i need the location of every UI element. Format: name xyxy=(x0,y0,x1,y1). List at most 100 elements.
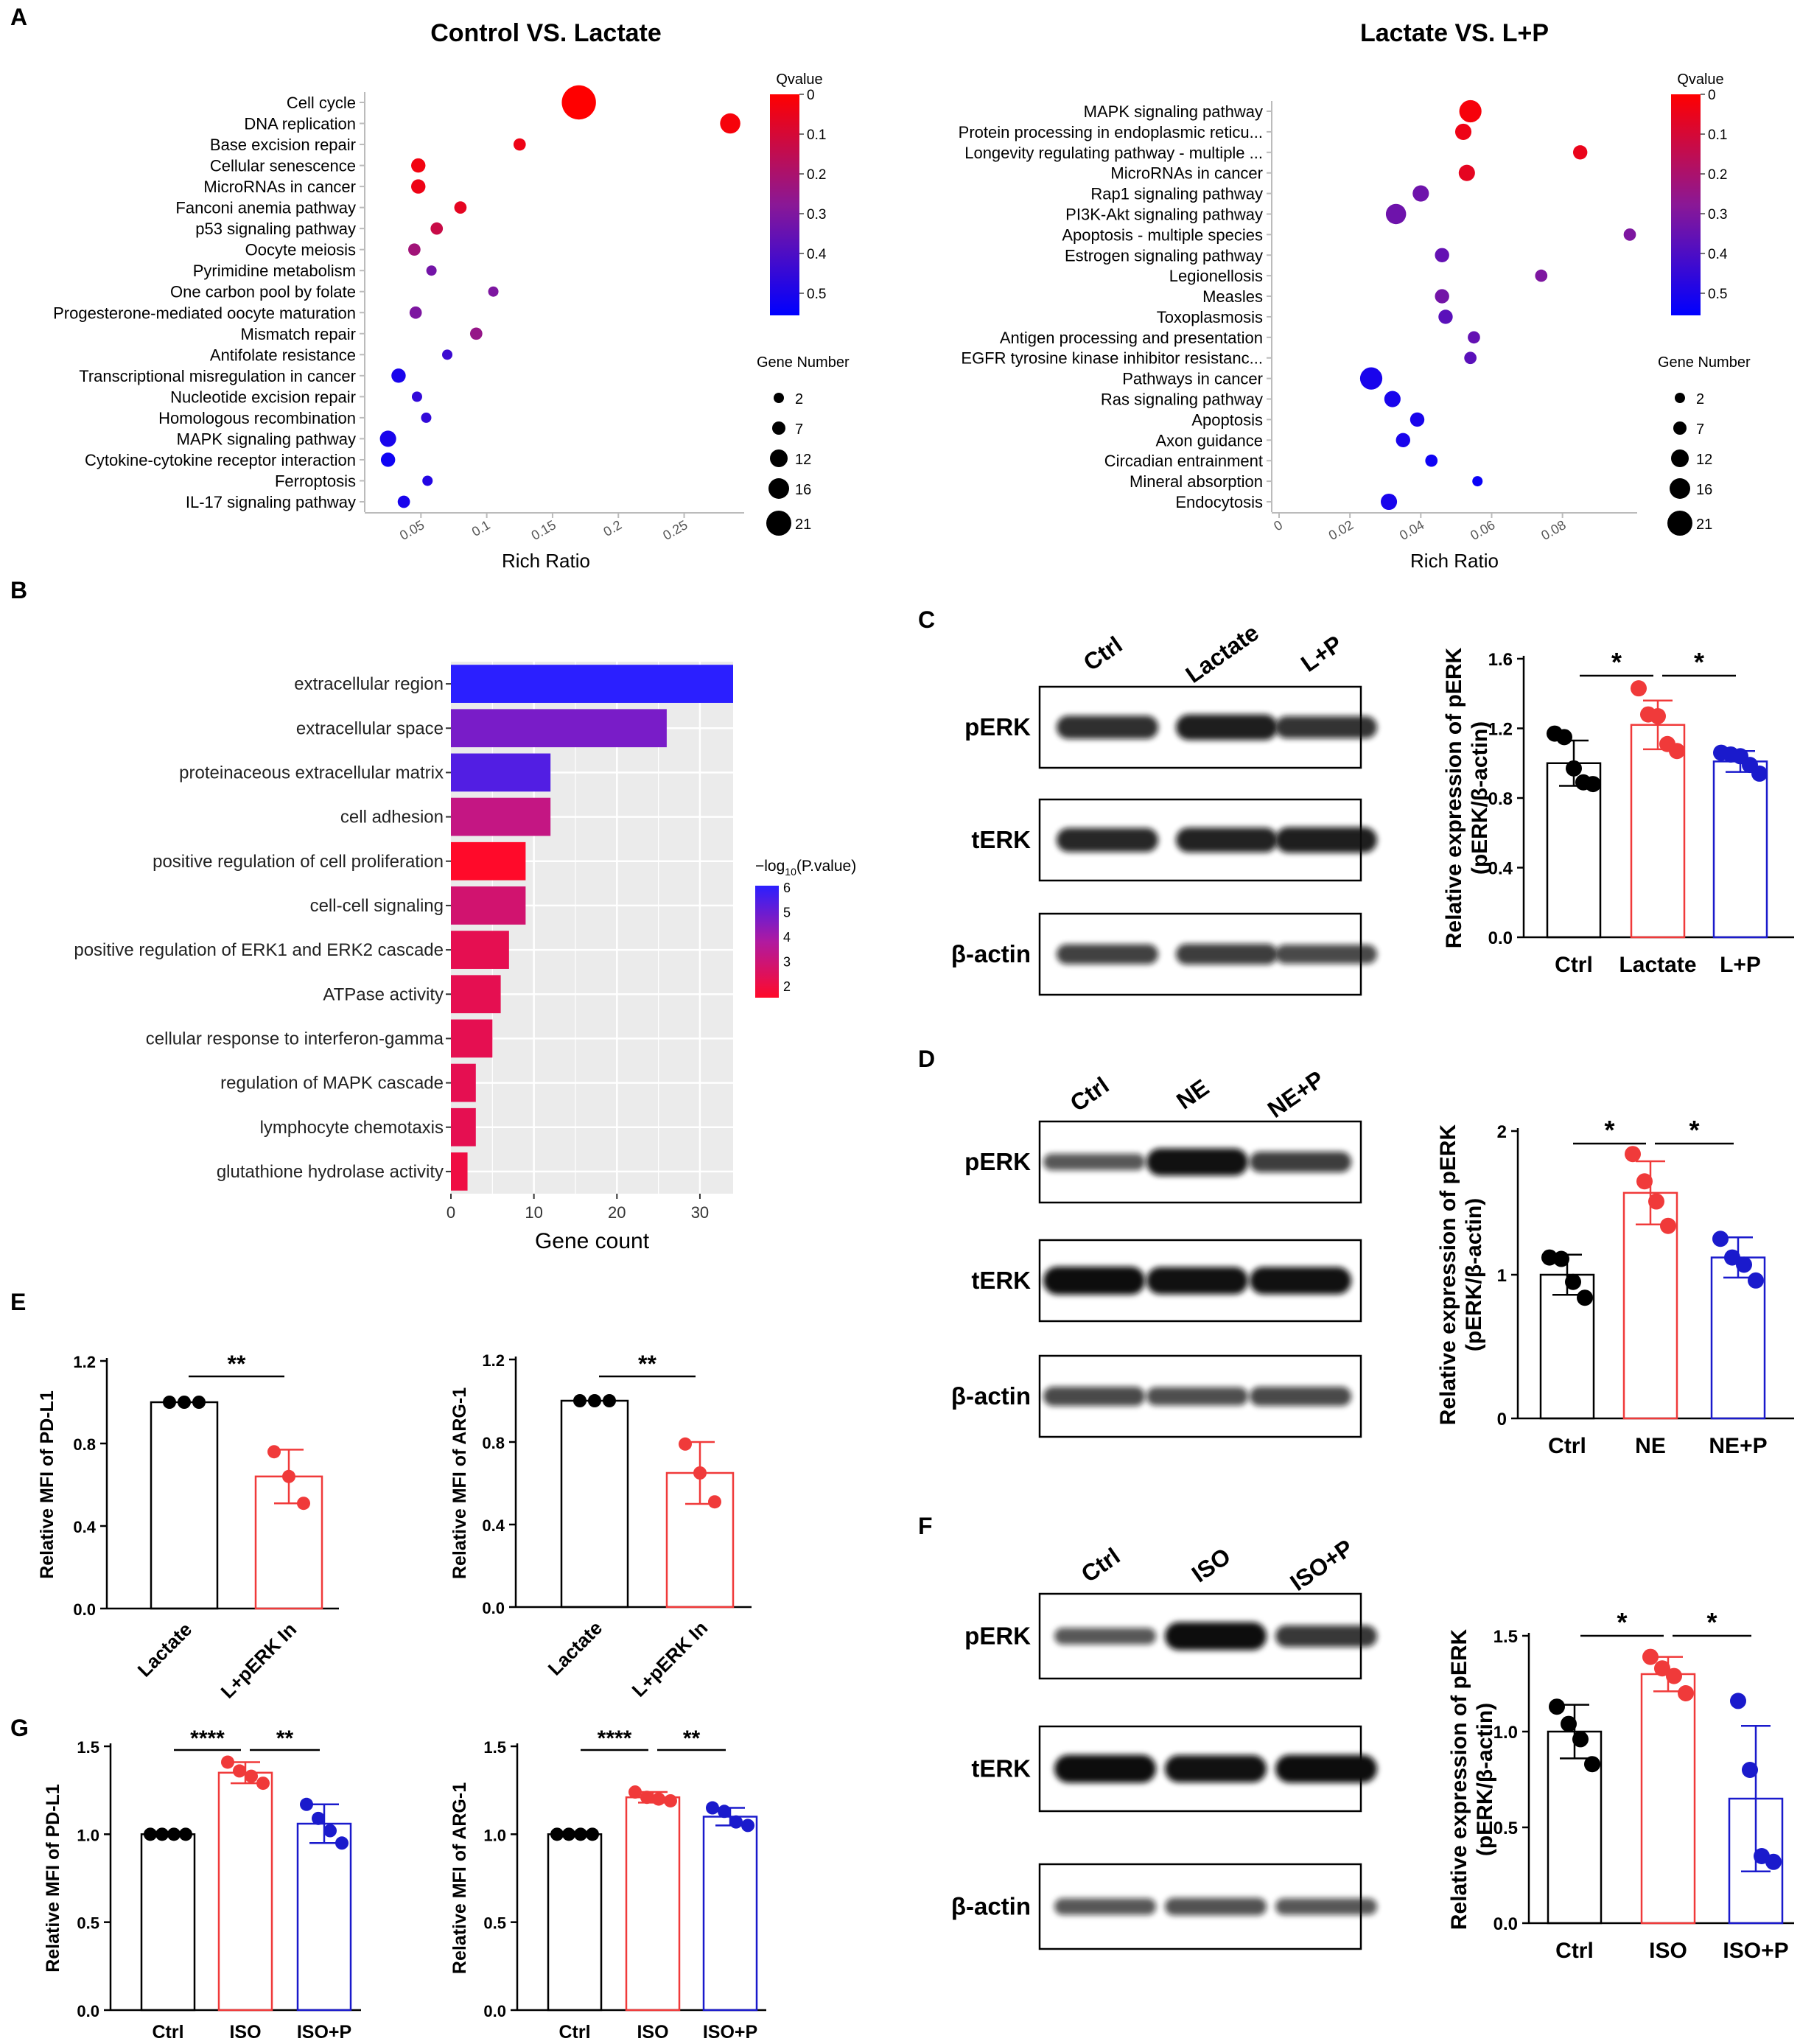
colorbar-tick-label: 0.3 xyxy=(1708,207,1727,223)
y-tick-label: 2 xyxy=(1497,1122,1507,1142)
bar xyxy=(451,1063,476,1102)
bar xyxy=(451,1107,476,1147)
y-tick-label: 0.5 xyxy=(77,1914,99,1933)
protein-band xyxy=(1275,1754,1377,1783)
y-tick-label: 0.0 xyxy=(73,1600,96,1619)
data-point xyxy=(1565,1273,1581,1290)
data-point xyxy=(652,1792,665,1806)
bubble-point xyxy=(422,475,433,486)
data-point xyxy=(1572,1731,1589,1748)
bubble-point xyxy=(430,222,444,235)
y-tick-label: 0.4 xyxy=(73,1518,96,1536)
data-point xyxy=(312,1811,325,1825)
bubble-point xyxy=(411,158,426,173)
lane-label: L+P xyxy=(1296,630,1347,677)
category-label: proteinaceous extracellular matrix xyxy=(179,763,444,783)
lane-label: NE xyxy=(1172,1074,1214,1114)
protein-band xyxy=(1275,1898,1377,1915)
protein-band xyxy=(1176,943,1278,965)
data-point xyxy=(335,1836,349,1850)
term-label: MicroRNAs in cancer xyxy=(1110,164,1263,183)
data-point xyxy=(1541,1249,1558,1266)
data-point xyxy=(1765,1853,1782,1870)
category-label: extracellular space xyxy=(296,718,444,738)
size-legend-dot xyxy=(1671,449,1689,467)
lane-label: Ctrl xyxy=(1076,1542,1125,1587)
data-point xyxy=(233,1764,246,1778)
term-label: Ferroptosis xyxy=(275,472,356,490)
protein-band xyxy=(1054,1754,1156,1783)
x-category-label: NE xyxy=(1635,1434,1666,1458)
bubble-point xyxy=(1535,269,1548,282)
term-label: Estrogen signaling pathway xyxy=(1065,246,1263,265)
protein-band xyxy=(1043,1267,1145,1295)
category-label: positive regulation of ERK1 and ERK2 cas… xyxy=(74,940,444,960)
qvalue-colorbar xyxy=(770,94,799,315)
x-category-label: Lactate xyxy=(133,1618,197,1681)
term-label: MAPK signaling pathway xyxy=(177,430,356,448)
size-legend-label: 21 xyxy=(1696,517,1712,533)
blot-row-label: pERK xyxy=(964,713,1031,741)
colorbar-tick-label: 4 xyxy=(783,930,791,945)
data-point xyxy=(192,1396,206,1409)
bar xyxy=(451,975,501,1014)
data-point xyxy=(1566,760,1582,777)
data-point xyxy=(297,1497,310,1511)
bar xyxy=(625,1796,681,2012)
bubble-point xyxy=(1459,99,1482,123)
term-label: Apoptosis - multiple species xyxy=(1062,225,1263,244)
data-point xyxy=(221,1755,234,1769)
bubble-point xyxy=(1458,164,1475,181)
size-legend-label: 16 xyxy=(1696,482,1712,498)
lane-label: ISO xyxy=(1187,1542,1236,1587)
data-point xyxy=(741,1819,754,1833)
colorbar-tick-label: 0.1 xyxy=(807,127,826,143)
significance-label: * xyxy=(1694,647,1704,677)
size-legend-dot xyxy=(772,421,785,435)
data-point xyxy=(1742,1762,1758,1778)
protein-band xyxy=(1057,715,1158,739)
data-point xyxy=(1553,1250,1569,1267)
bubble-point xyxy=(380,452,396,467)
blot-row-label: pERK xyxy=(964,1148,1031,1175)
data-point xyxy=(1724,1249,1740,1266)
term-label: Mismatch repair xyxy=(241,325,356,343)
significance-label: ** xyxy=(228,1351,246,1377)
bar xyxy=(1712,760,1768,939)
blot-row-label: pERK xyxy=(964,1623,1031,1650)
significance-label: * xyxy=(1604,1115,1614,1145)
data-point xyxy=(586,1827,599,1841)
bar xyxy=(702,1816,758,2012)
data-point xyxy=(1577,1289,1593,1306)
y-tick-label: 0.8 xyxy=(482,1434,505,1452)
y-axis-title-units: (pERK/β-actin) xyxy=(1473,1703,1497,1856)
colorbar-tick-label: 0.4 xyxy=(807,247,827,262)
category-label: extracellular region xyxy=(294,674,444,694)
bubble-point xyxy=(1435,248,1449,262)
bar xyxy=(1640,1673,1696,1925)
data-point xyxy=(1650,707,1666,724)
bubble-point xyxy=(1425,454,1438,467)
colorbar-tick-label: 6 xyxy=(783,881,791,895)
bubble-point xyxy=(442,349,453,360)
lane-label: Lactate xyxy=(1180,619,1263,688)
bubble-point xyxy=(408,243,421,256)
lane-label: Ctrl xyxy=(1079,631,1127,676)
significance-label: **** xyxy=(190,1726,225,1751)
bubble-point xyxy=(426,265,437,276)
colorbar-tick-label: 0 xyxy=(807,88,815,103)
data-point xyxy=(693,1466,707,1480)
bubble-point xyxy=(1464,351,1477,365)
x-tick-label: 0 xyxy=(447,1203,455,1222)
western-blot-chart-lactate: Ctrl Lactate L+P pERK tERK β-actin 0.0 0.4 0.8 1.… xyxy=(951,619,1794,996)
term-label: Apoptosis xyxy=(1191,410,1263,429)
blot-row-label: tERK xyxy=(971,1755,1031,1782)
y-tick-label: 1.0 xyxy=(483,1826,506,1844)
x-tick-label: 0.02 xyxy=(1326,517,1356,543)
term-label: Mineral absorption xyxy=(1130,472,1263,491)
data-point xyxy=(706,1801,719,1815)
data-point xyxy=(256,1777,270,1791)
bubble-chart-lactate-vs-lp: Lactate VS. L+P MAPK signaling pathway Pro… xyxy=(959,19,1751,572)
data-point xyxy=(267,1445,281,1459)
panel-label-b: B xyxy=(10,577,27,603)
